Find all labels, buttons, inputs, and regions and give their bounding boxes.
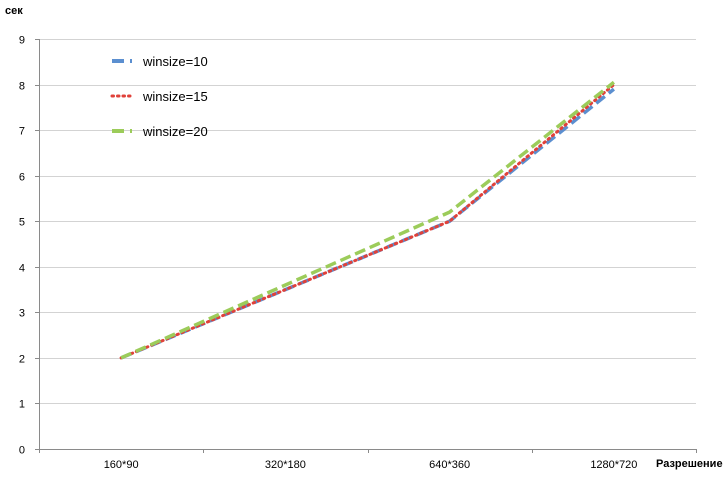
y-tick-label: 1 (19, 399, 25, 411)
y-tick-label: 2 (19, 354, 25, 366)
y-axis-label: сек (5, 5, 23, 17)
legend: winsize=10 winsize=15 winsize=20 (110, 54, 208, 139)
y-tick-label: 7 (19, 126, 25, 138)
y-tick-label: 8 (19, 81, 25, 93)
x-axis-label: Разрешение (656, 458, 723, 470)
legend-label-2: winsize=15 (142, 89, 208, 104)
y-tick-label: 4 (19, 263, 25, 275)
y-tick-label: 9 (19, 35, 25, 47)
y-tick-label: 0 (19, 445, 25, 457)
legend-label-1: winsize=10 (142, 54, 208, 69)
axes: 0 1 2 3 4 5 6 7 8 9 160*90 320*180 640*360 1280*720 (19, 35, 697, 471)
x-tick-label: 320*180 (265, 459, 306, 471)
series-line-3 (120, 80, 615, 360)
series-lines (119, 80, 616, 360)
x-tick-label: 160*90 (104, 459, 139, 471)
x-tick-label: 640*360 (429, 459, 470, 471)
gridlines (39, 39, 696, 404)
y-tick-label: 3 (19, 308, 25, 320)
y-tick-label: 5 (19, 217, 25, 229)
series-line-2 (119, 83, 616, 360)
legend-label-3: winsize=20 (142, 124, 208, 139)
x-tick-label: 1280*720 (590, 459, 637, 471)
y-tick-label: 6 (19, 172, 25, 184)
